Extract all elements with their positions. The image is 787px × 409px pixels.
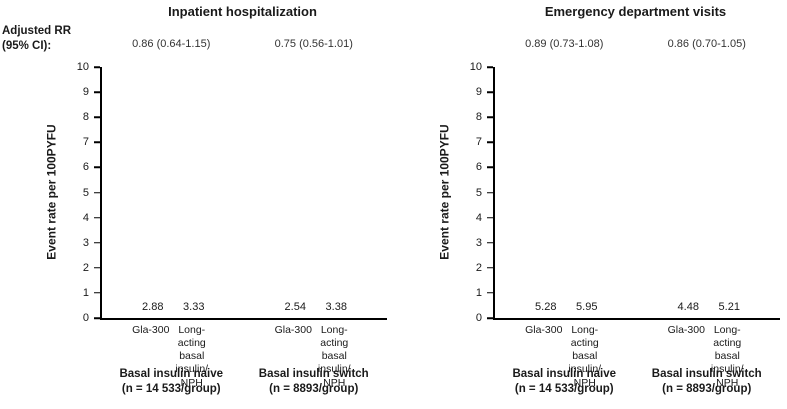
y-tick-mark	[487, 317, 493, 319]
y-tick-mark	[487, 116, 493, 118]
rr-value: 0.86 (0.64-1.15)	[132, 38, 211, 50]
group-name: Basal insulin switch	[258, 368, 369, 380]
group-label: Basal insulin switch (n = 8893/group)	[636, 367, 779, 397]
bar-value-label: 5.95	[576, 301, 598, 313]
bar-value-label: 2.88	[142, 301, 164, 313]
y-tick-label: 6	[475, 161, 482, 174]
group-label: Basal insulin naive (n = 14 533/group)	[493, 367, 636, 397]
x-axis-labels: Gla-300 Long-acting basal insulin/ NPH G…	[100, 324, 385, 389]
y-tick-label: 7	[475, 136, 482, 149]
x-tick-label: Gla-300	[667, 324, 705, 336]
group-labels: Basal insulin naive (n = 14 533/group) B…	[100, 367, 385, 397]
y-tick-label: 8	[475, 111, 482, 124]
y-tick-label: 3	[475, 236, 482, 249]
y-tick-mark	[94, 141, 100, 144]
bar-value-label: 5.28	[535, 301, 557, 313]
group-n: (n = 8893/group)	[269, 382, 359, 395]
group-label: Basal insulin naive (n = 14 533/group)	[100, 367, 243, 397]
y-tick-mark	[94, 191, 100, 194]
x-tick-label: Gla-300	[132, 324, 170, 336]
y-tick-mark	[94, 267, 100, 269]
group-name: Basal insulin naive	[119, 368, 224, 380]
y-tick-label: 5	[82, 186, 89, 199]
y-tick-mark	[94, 241, 100, 244]
group-label: Basal insulin switch (n = 8893/group)	[243, 367, 386, 397]
y-axis-label: Event rate per 100PYFU	[44, 124, 59, 260]
y-tick-mark	[94, 317, 100, 319]
y-tick-label: 4	[475, 211, 482, 224]
x-tick-label: Long-acting basal insulin/ NPH	[568, 324, 602, 389]
x-tick-label: Long-acting basal insulin/ NPH	[710, 324, 744, 389]
y-tick-mark	[94, 91, 100, 93]
chart-title: Emergency department visits	[544, 4, 727, 19]
y-tick-label: 0	[82, 312, 89, 324]
x-tick-label: Long-acting basal insulin/ NPH	[175, 324, 209, 389]
bar-value-label: 4.48	[677, 301, 699, 313]
y-tick-mark	[487, 141, 493, 144]
y-tick-mark	[94, 116, 100, 118]
y-tick-label: 10	[76, 61, 89, 73]
plot-area: 2.88 3.33 2.54 3.38	[100, 67, 387, 320]
group-n: (n = 8893/group)	[662, 382, 752, 395]
rr-value: 0.75 (0.56-1.01)	[274, 38, 353, 50]
y-tick-label: 6	[82, 161, 89, 174]
y-tick-mark	[487, 91, 493, 93]
y-tick-mark	[487, 292, 493, 294]
y-tick-label: 8	[82, 111, 89, 124]
y-axis-label: Event rate per 100PYFU	[437, 124, 452, 260]
x-label-group: Gla-300 Long-acting basal insulin/ NPH	[666, 324, 748, 389]
y-tick-label: 5	[475, 186, 482, 199]
x-axis-labels: Gla-300 Long-acting basal insulin/ NPH G…	[493, 324, 778, 389]
y-tick-label: 4	[82, 211, 89, 224]
y-tick-label: 10	[469, 61, 482, 73]
y-tick-label: 1	[475, 286, 482, 299]
x-label-group: Gla-300 Long-acting basal insulin/ NPH	[130, 324, 212, 389]
y-tick-label: 3	[82, 236, 89, 249]
group-labels: Basal insulin naive (n = 14 533/group) B…	[493, 367, 778, 397]
plot-area: 5.28 5.95 4.48 5.21	[493, 67, 780, 320]
y-axis: 0 1 2 3 4 5 6 7 8 9 10	[453, 61, 493, 324]
rr-value: 0.86 (0.70-1.05)	[667, 38, 746, 50]
y-tick-mark	[94, 66, 100, 68]
rr-row: 0.89 (0.73-1.08) 0.86 (0.70-1.05)	[493, 38, 778, 50]
y-tick-label: 2	[475, 261, 482, 274]
bar-value-label: 3.38	[325, 301, 347, 313]
y-tick-mark	[94, 216, 100, 219]
chart-panel-emergency: Emergency department visits 0.89 (0.73-1…	[393, 0, 787, 409]
chart-title: Inpatient hospitalization	[168, 4, 317, 19]
y-tick-label: 1	[82, 286, 89, 299]
chart-panel-inpatient: Inpatient hospitalization Adjusted RR (9…	[0, 0, 393, 409]
rr-row: 0.86 (0.64-1.15) 0.75 (0.56-1.01)	[100, 38, 385, 50]
y-tick-label: 9	[82, 86, 89, 99]
y-tick-mark	[487, 267, 493, 269]
y-tick-label: 0	[475, 312, 482, 324]
x-tick-label: Gla-300	[525, 324, 563, 336]
y-tick-mark	[94, 166, 100, 169]
x-tick-label: Gla-300	[274, 324, 312, 336]
y-tick-mark	[487, 191, 493, 194]
group-name: Basal insulin switch	[651, 368, 762, 380]
y-tick-label: 7	[82, 136, 89, 149]
group-n: (n = 14 533/group)	[121, 382, 221, 395]
x-label-group: Gla-300 Long-acting basal insulin/ NPH	[273, 324, 355, 389]
y-tick-label: 9	[475, 86, 482, 99]
y-tick-mark	[487, 241, 493, 244]
y-tick-mark	[487, 66, 493, 68]
y-tick-mark	[487, 216, 493, 219]
bar-value-label: 3.33	[183, 301, 205, 313]
y-tick-mark	[94, 292, 100, 294]
y-tick-label: 2	[82, 261, 89, 274]
group-name: Basal insulin naive	[512, 368, 617, 380]
x-tick-label: Long-acting basal insulin/ NPH	[317, 324, 351, 389]
x-label-group: Gla-300 Long-acting basal insulin/ NPH	[523, 324, 605, 389]
y-axis: 0 1 2 3 4 5 6 7 8 9 10	[60, 61, 100, 324]
adjusted-rr-header: Adjusted RR (95% CI):	[2, 25, 71, 52]
group-n: (n = 14 533/group)	[514, 382, 614, 395]
rr-value: 0.89 (0.73-1.08)	[525, 38, 604, 50]
bar-value-label: 2.54	[284, 301, 306, 313]
y-tick-mark	[487, 166, 493, 169]
bar-value-label: 5.21	[718, 301, 740, 313]
